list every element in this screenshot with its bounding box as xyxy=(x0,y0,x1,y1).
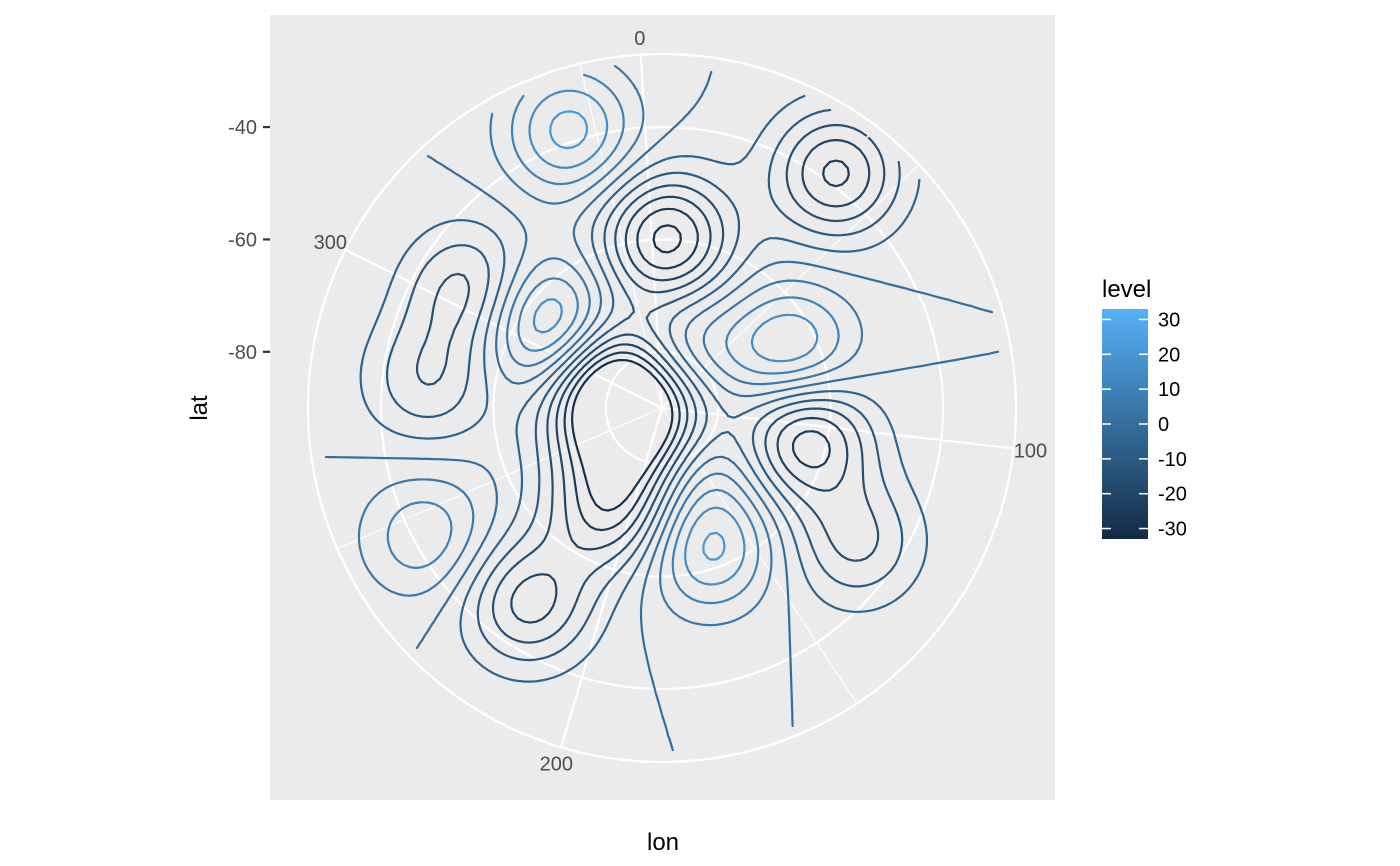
grid-spoke xyxy=(336,407,663,550)
contour-line xyxy=(324,70,1000,752)
lon-tick-label: 300 xyxy=(314,232,347,254)
lon-tick-label: 0 xyxy=(634,28,645,50)
contour-line xyxy=(528,89,819,586)
grid-spoke xyxy=(579,63,663,409)
legend-label: 20 xyxy=(1158,344,1180,366)
contour-line xyxy=(359,94,929,683)
grid-circle xyxy=(379,125,945,691)
lat-tick-label: -40 xyxy=(228,117,257,139)
lon-tick-label: 100 xyxy=(1014,440,1047,462)
lat-tick-label: -60 xyxy=(228,229,257,251)
contour-line xyxy=(386,108,904,662)
contour-line xyxy=(510,138,871,624)
legend-label: -10 xyxy=(1158,449,1187,471)
legend-title: level xyxy=(1102,276,1151,303)
grid-circle xyxy=(604,350,720,466)
x-axis-title: lon xyxy=(647,829,679,856)
grid-spoke xyxy=(661,407,858,704)
contour-lines xyxy=(324,64,1000,752)
contour-line xyxy=(416,123,886,644)
lon-tick-labels: 0 100 200 300 xyxy=(314,28,1048,776)
y-axis-title: lat xyxy=(186,395,213,421)
legend-label: 10 xyxy=(1158,379,1180,401)
lat-axis: -40 -60 -80 xyxy=(228,117,270,364)
contour-line xyxy=(357,64,864,627)
contour-line xyxy=(563,159,850,532)
grid-spoke xyxy=(344,248,663,409)
legend-label: 0 xyxy=(1158,414,1169,436)
legend-label: -20 xyxy=(1158,484,1187,506)
legend-label: 30 xyxy=(1158,309,1180,331)
lat-tick-label: -80 xyxy=(228,342,257,364)
grid-circle xyxy=(492,238,832,578)
contour-line xyxy=(549,110,726,561)
legend: level 30 20 10 0 -10 -20 -30 xyxy=(1102,276,1187,541)
legend-label: -30 xyxy=(1158,519,1187,541)
grid-spoke xyxy=(661,164,920,409)
lon-tick-label: 200 xyxy=(540,753,573,775)
contour-line xyxy=(571,224,682,512)
legend-ticks: 30 20 10 0 -10 -20 -30 xyxy=(1102,309,1187,541)
grid-circle-outer xyxy=(306,52,1018,764)
contour-line xyxy=(386,73,840,605)
